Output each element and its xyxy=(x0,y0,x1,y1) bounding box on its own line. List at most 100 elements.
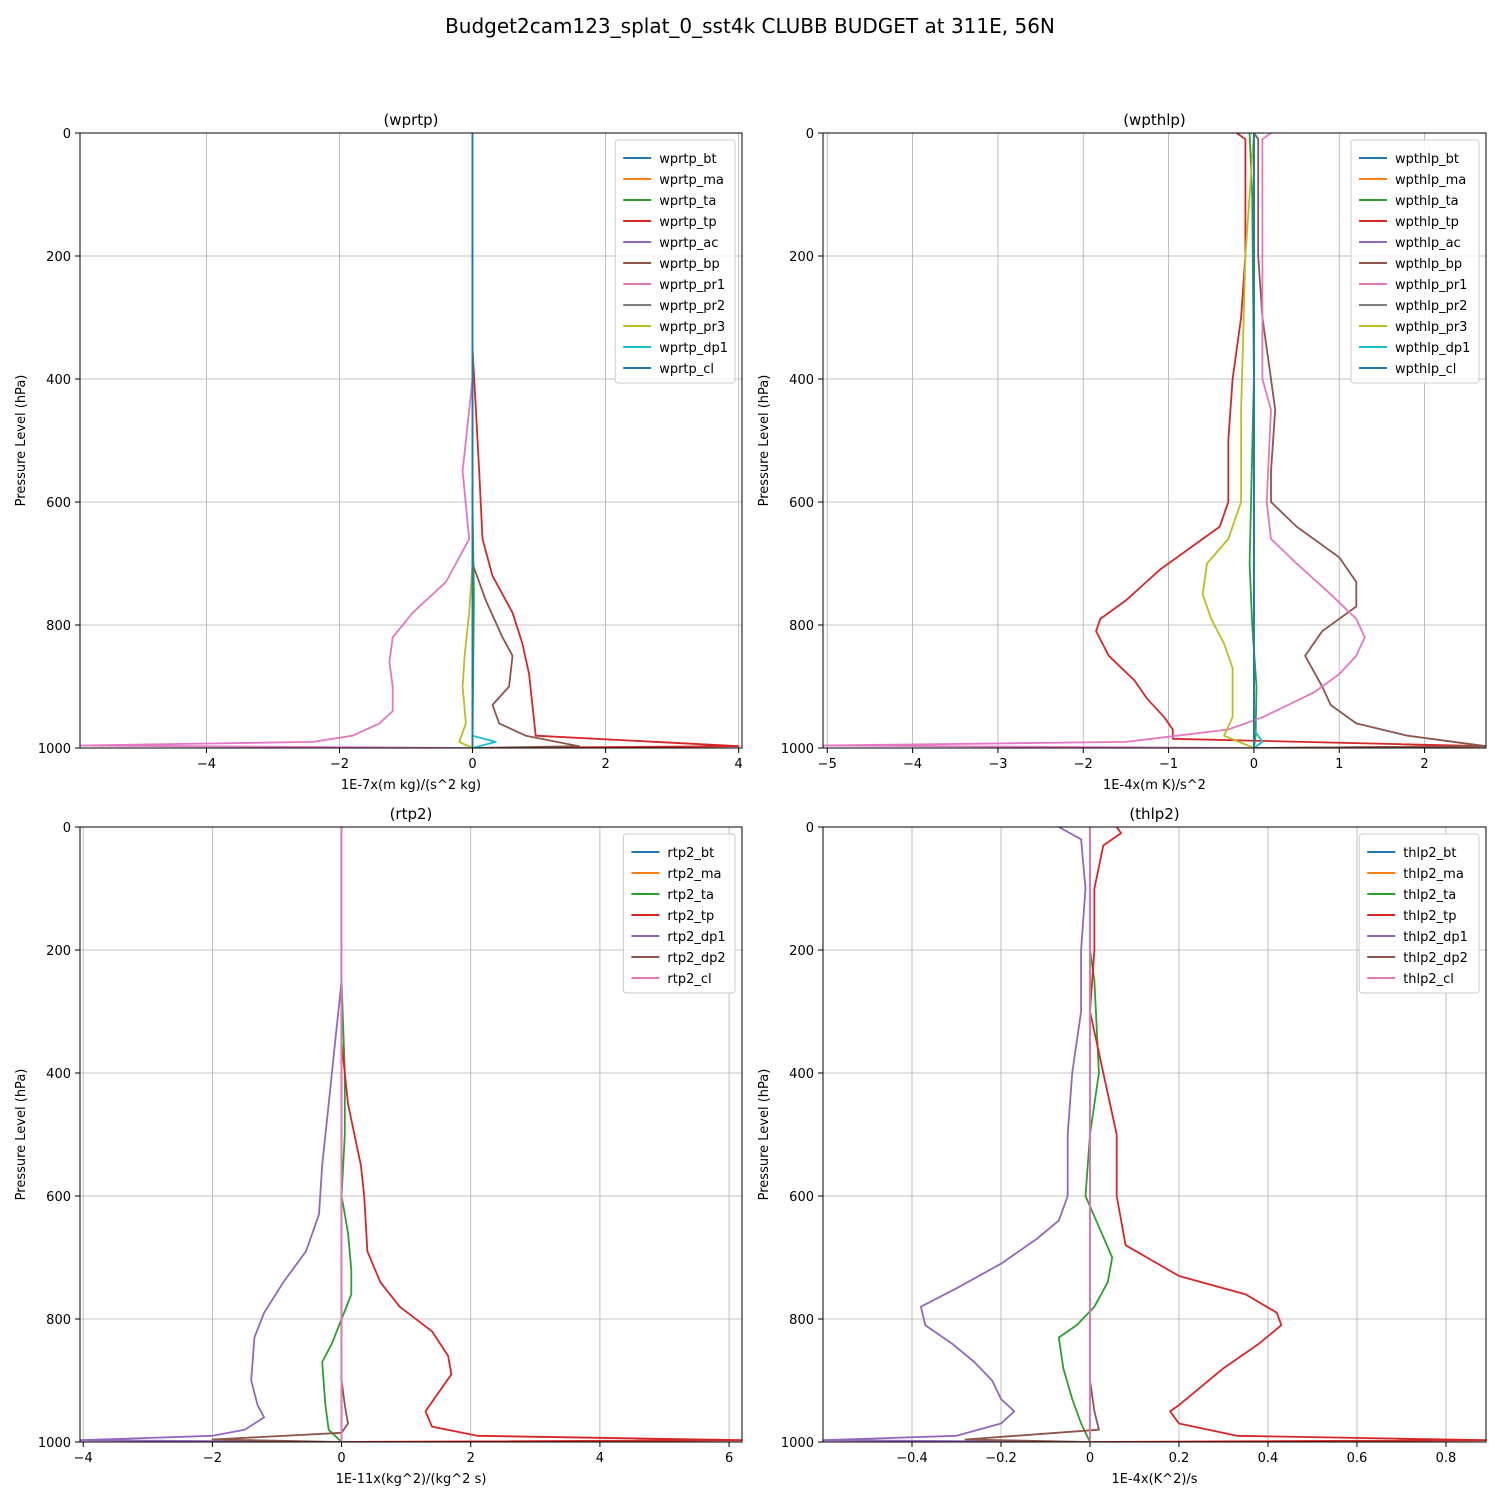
legend-entry: rtp2_ta xyxy=(667,888,714,903)
x-tick-label: −4 xyxy=(74,1451,93,1466)
x-tick-label: 2 xyxy=(601,757,609,772)
y-tick-label: 0 xyxy=(63,127,71,142)
series-group xyxy=(80,827,742,1442)
legend-entry: thlp2_cl xyxy=(1403,972,1454,987)
subplot-wpthlp: −5 −4 −3 −2 −1 0 1 2 0 200 400 600 800 1000 (wpthlp) 1E… xyxy=(757,111,1487,793)
x-tick-label: 0 xyxy=(337,1451,345,1466)
y-tick-label: 800 xyxy=(46,1313,71,1328)
y-axis-label: Pressure Level (hPa) xyxy=(757,1069,772,1201)
axes-frame xyxy=(822,132,1487,749)
legend-entry: wprtp_ma xyxy=(659,173,724,188)
x-tick-label: 0.8 xyxy=(1436,1451,1457,1466)
legend-entry: wprtp_pr2 xyxy=(659,299,725,314)
y-tick-label: 600 xyxy=(789,1190,814,1205)
y-tick-label: 600 xyxy=(46,1190,71,1205)
ticks: −4 −2 0 2 4 6 0 200 400 600 800 1000 xyxy=(38,821,733,1466)
legend-entry: rtp2_bt xyxy=(667,846,714,861)
series-line-thlp2_dp1 xyxy=(823,827,1091,1442)
series-group xyxy=(80,133,740,748)
legend-entry: thlp2_bt xyxy=(1403,846,1456,861)
series-group xyxy=(823,827,1486,1442)
figure-title: Budget2cam123_splat_0_sst4k CLUBB BUDGET… xyxy=(445,14,1055,38)
y-tick-label: 400 xyxy=(46,1067,71,1082)
x-tick-label: −2 xyxy=(203,1451,222,1466)
series-line-wpthlp_pr3 xyxy=(1201,133,1255,748)
series-line-wpthlp_bp xyxy=(1253,133,1486,748)
x-tick-label: 2 xyxy=(467,1451,475,1466)
y-axis-label: Pressure Level (hPa) xyxy=(757,375,772,507)
legend-entry: wpthlp_bt xyxy=(1395,152,1459,167)
y-tick-label: 1000 xyxy=(781,742,814,757)
series-line-rtp2_tp xyxy=(340,827,742,1442)
y-tick-label: 1000 xyxy=(38,1436,71,1451)
subplot-wprtp: −4 −2 0 2 4 0 200 400 600 800 1000 (wprtp) 1E-7x(m k… xyxy=(14,111,743,793)
legend-entry: wprtp_bp xyxy=(659,257,720,272)
ticks: −5 −4 −3 −2 −1 0 1 2 0 200 400 600 800 1000 xyxy=(781,127,1429,772)
series-line-wprtp_tp xyxy=(471,133,740,748)
y-tick-label: 200 xyxy=(789,250,814,265)
legend-entry: rtp2_dp2 xyxy=(667,951,725,966)
x-tick-label: −4 xyxy=(197,757,216,772)
y-axis-label: Pressure Level (hPa) xyxy=(14,1069,29,1201)
series-line-rtp2_dp1 xyxy=(80,827,343,1442)
legend-entry: wprtp_ac xyxy=(659,236,718,251)
legend-entry: wpthlp_bp xyxy=(1395,257,1462,272)
legend-entry: wpthlp_pr3 xyxy=(1395,320,1467,335)
subplot-title: (wpthlp) xyxy=(1123,111,1186,129)
legend-entry: wpthlp_ac xyxy=(1395,236,1461,251)
x-tick-label: −4 xyxy=(903,757,922,772)
series-line-wpthlp_pr1 xyxy=(823,133,1366,748)
series-line-thlp2_dp2 xyxy=(964,827,1100,1442)
x-tick-label: 1 xyxy=(1335,757,1343,772)
y-tick-label: 400 xyxy=(789,1067,814,1082)
legend-entry: wprtp_bt xyxy=(659,152,716,167)
legend-entry: wprtp_cl xyxy=(659,362,714,377)
y-tick-label: 800 xyxy=(46,619,71,634)
y-tick-label: 200 xyxy=(46,250,71,265)
series-line-thlp2_ta xyxy=(1057,827,1114,1442)
legend: wpthlp_bt wpthlp_ma wpthlp_ta wpthlp_tpwpth… xyxy=(1350,139,1480,384)
legend-entry: wpthlp_pr2 xyxy=(1395,299,1467,314)
legend-entry: wprtp_pr1 xyxy=(659,278,725,293)
x-tick-label: 0 xyxy=(1086,1451,1094,1466)
subplot-title: (rtp2) xyxy=(390,805,433,823)
y-tick-label: 0 xyxy=(806,127,814,142)
y-tick-label: 800 xyxy=(789,619,814,634)
y-tick-label: 600 xyxy=(46,496,71,511)
y-tick-label: 800 xyxy=(789,1313,814,1328)
x-tick-label: 0 xyxy=(468,757,476,772)
subplot-thlp2: −0.4 −0.2 0 0.2 0.4 0.6 0.8 0 200 400 600 800 1000 (t… xyxy=(757,805,1487,1487)
legend-entry: thlp2_ma xyxy=(1403,867,1464,882)
series-line-wprtp_dp1 xyxy=(471,133,497,748)
x-tick-label: 4 xyxy=(735,757,743,772)
x-axis-label: 1E-4x(m K)/s^2 xyxy=(1103,778,1206,793)
legend-entry: thlp2_dp2 xyxy=(1403,951,1468,966)
subplot-title: (wprtp) xyxy=(383,111,438,129)
legend-entry: thlp2_tp xyxy=(1403,909,1456,924)
x-tick-label: −2 xyxy=(330,757,349,772)
x-axis-label: 1E-7x(m kg)/(s^2 kg) xyxy=(341,778,481,793)
legend: wprtp_bt wprtp_ma wprtp_ta wprtp_tp wprtp_ac… xyxy=(614,139,736,384)
subplot-rtp2: −4 −2 0 2 4 6 0 200 400 600 800 1000 (rtp2) 1E-11x(kg… xyxy=(14,805,743,1487)
y-tick-label: 1000 xyxy=(781,1436,814,1451)
legend-entry: wprtp_dp1 xyxy=(659,341,728,356)
legend-entry: wpthlp_cl xyxy=(1395,362,1456,377)
legend-entry: rtp2_cl xyxy=(667,972,711,987)
axes-frame xyxy=(79,826,743,1443)
x-tick-label: −0.4 xyxy=(896,1451,928,1466)
series-line-thlp2_tp xyxy=(1089,827,1486,1442)
x-tick-label: 4 xyxy=(596,1451,604,1466)
series-line-rtp2_ta xyxy=(321,827,353,1442)
y-tick-label: 1000 xyxy=(38,742,71,757)
legend-entry: rtp2_dp1 xyxy=(667,930,725,945)
legend-entry: thlp2_ta xyxy=(1403,888,1456,903)
x-tick-label: 0.4 xyxy=(1258,1451,1279,1466)
series-line-wpthlp_tp xyxy=(1095,133,1486,748)
subplot-title: (thlp2) xyxy=(1129,805,1179,823)
legend-entry: wpthlp_pr1 xyxy=(1395,278,1467,293)
x-tick-label: −3 xyxy=(988,757,1007,772)
x-tick-label: −0.2 xyxy=(985,1451,1017,1466)
y-tick-label: 400 xyxy=(46,373,71,388)
legend: thlp2_bt thlp2_ma thlp2_ta thlp2_tp thlp2_dp… xyxy=(1358,833,1480,994)
